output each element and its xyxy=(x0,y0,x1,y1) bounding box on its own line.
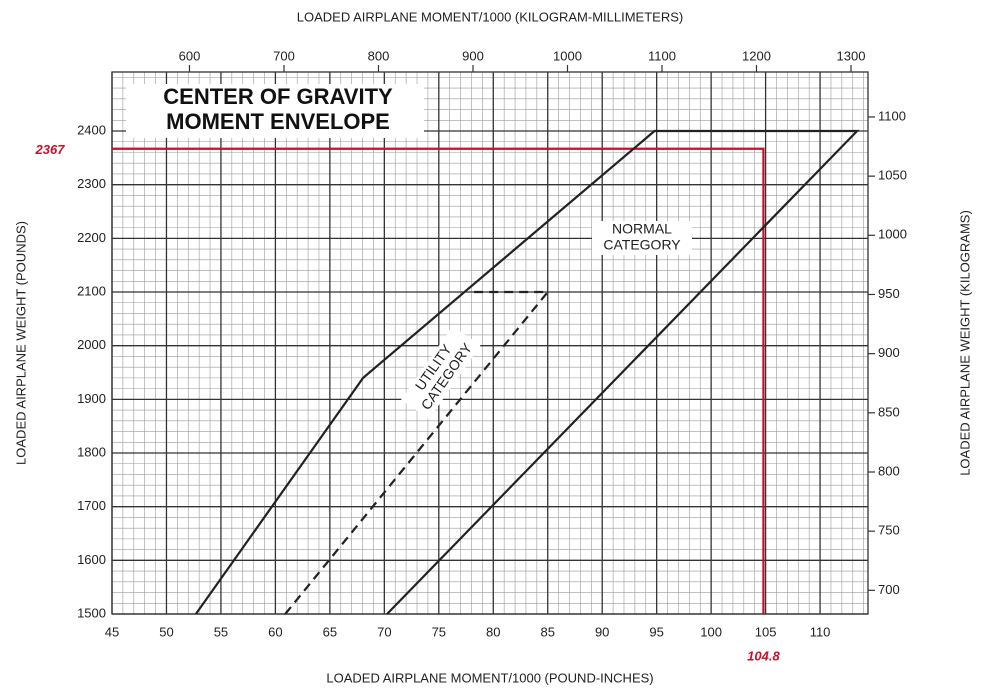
series-label-text: NORMAL xyxy=(612,221,672,237)
y2-tick-label: 1050 xyxy=(878,168,907,183)
x-tick-label: 85 xyxy=(541,624,555,639)
y-tick-label: 1700 xyxy=(77,498,106,513)
reference-line xyxy=(112,147,765,614)
reference-y-label: 2367 xyxy=(35,142,66,157)
y2-tick-label: 1000 xyxy=(878,227,907,242)
x-tick-label: 65 xyxy=(323,624,337,639)
y2-tick-label: 1100 xyxy=(878,108,906,123)
x2-tick-label: 700 xyxy=(273,48,295,63)
x2-tick-label: 900 xyxy=(462,48,484,63)
y2-tick-label: 950 xyxy=(878,286,900,301)
x-tick-label: 70 xyxy=(377,624,391,639)
y2-axis-label: LOADED AIRPLANE WEIGHT (KILOGRAMS) xyxy=(957,210,972,476)
y-tick-label: 2000 xyxy=(77,337,106,352)
y2-tick-label: 750 xyxy=(878,523,900,538)
y-tick-label: 1600 xyxy=(77,552,106,567)
x2-axis-label: LOADED AIRPLANE MOMENT/1000 (KILOGRAM-MI… xyxy=(297,9,683,24)
y-tick-label: 2400 xyxy=(77,122,106,137)
x-tick-label: 105 xyxy=(755,624,777,639)
label-bg xyxy=(401,325,481,420)
reference-x-label: 104.8 xyxy=(747,648,780,663)
x2-tick-label: 600 xyxy=(179,48,201,63)
x-tick-label: 95 xyxy=(649,624,663,639)
y-tick-label: 1800 xyxy=(77,444,106,459)
y-tick-label: 1900 xyxy=(77,391,106,406)
x2-tick-label: 800 xyxy=(368,48,390,63)
x-tick-label: 45 xyxy=(105,624,119,639)
y-axis-label: LOADED AIRPLANE WEIGHT (POUNDS) xyxy=(13,221,28,465)
x-tick-label: 80 xyxy=(486,624,500,639)
x2-tick-label: 1200 xyxy=(742,48,771,63)
series-label-text: CATEGORY xyxy=(603,237,681,253)
series-line xyxy=(194,129,860,615)
x-axis-label: LOADED AIRPLANE MOMENT/1000 (POUND-INCHE… xyxy=(326,670,653,685)
y2-tick-label: 900 xyxy=(878,345,900,360)
x-tick-label: 60 xyxy=(268,624,282,639)
x2-tick-label: 1300 xyxy=(837,48,866,63)
y2-tick-label: 700 xyxy=(878,582,900,597)
y-tick-label: 2100 xyxy=(77,283,106,298)
y-tick-label: 2300 xyxy=(77,176,106,191)
title-bg xyxy=(126,84,424,138)
x-tick-label: 55 xyxy=(214,624,228,639)
y2-tick-label: 800 xyxy=(878,463,900,478)
chart-title: CENTER OF GRAVITY xyxy=(163,84,393,109)
x-tick-label: 90 xyxy=(595,624,609,639)
series-line xyxy=(284,290,551,615)
label-bg xyxy=(592,221,692,255)
y-tick-label: 1500 xyxy=(77,605,106,620)
x-tick-label: 50 xyxy=(159,624,173,639)
x-tick-label: 110 xyxy=(810,624,831,639)
x2-tick-label: 1100 xyxy=(648,48,676,63)
y2-tick-label: 850 xyxy=(878,404,900,419)
x-tick-label: 100 xyxy=(700,624,722,639)
y-tick-label: 2200 xyxy=(77,230,106,245)
x-tick-label: 75 xyxy=(432,624,446,639)
x2-tick-label: 1000 xyxy=(553,48,582,63)
chart-title: MOMENT ENVELOPE xyxy=(166,109,390,134)
